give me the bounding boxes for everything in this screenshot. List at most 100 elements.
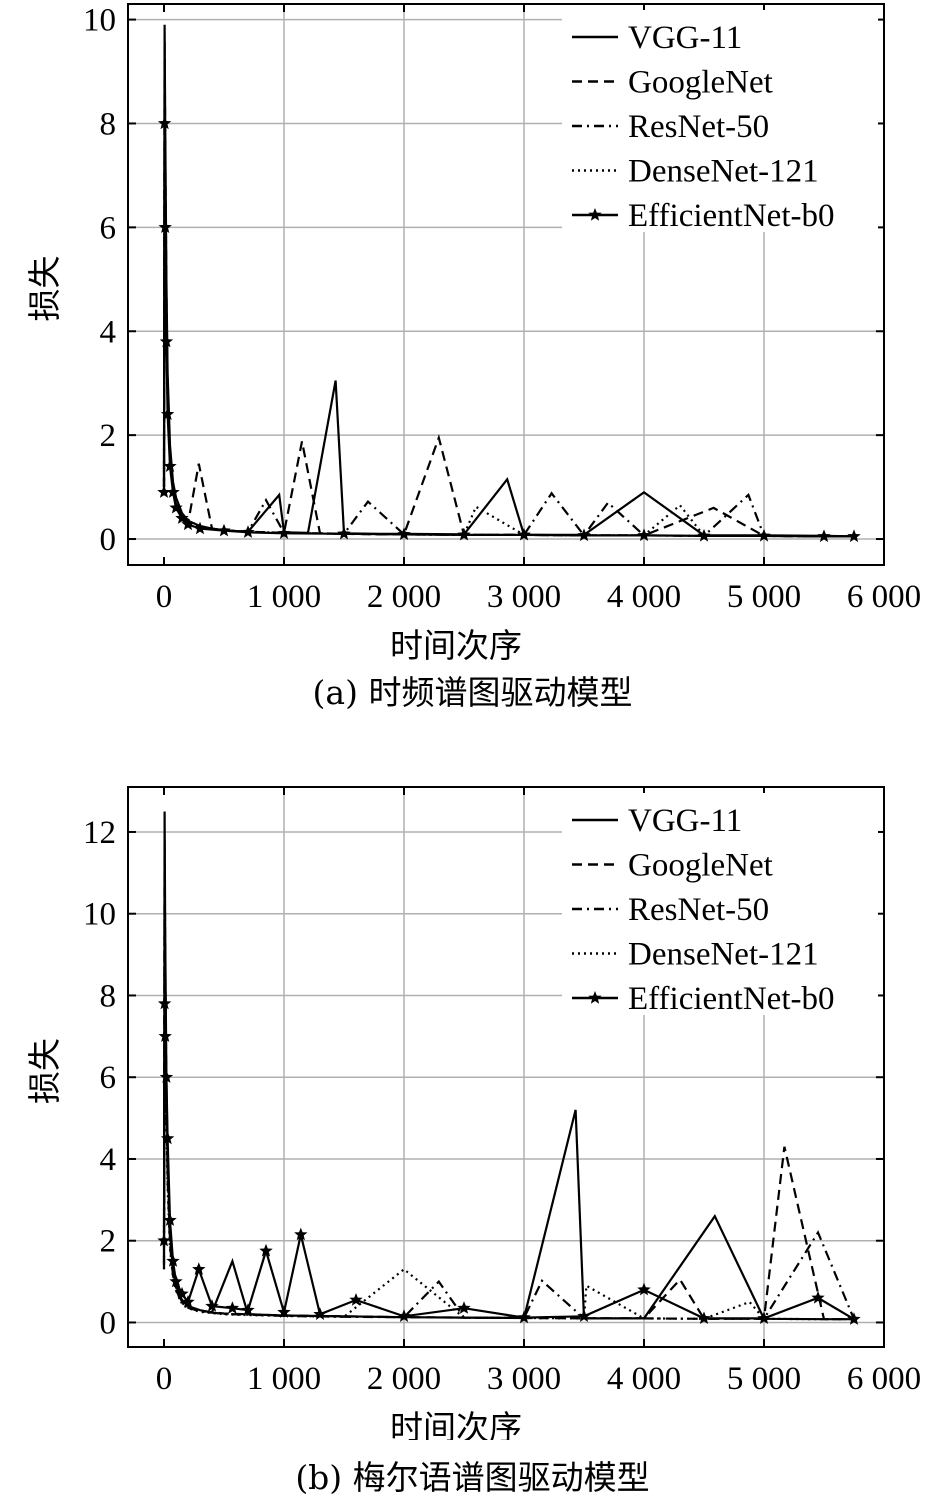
caption-a: (a) 时频谱图驱动模型 — [312, 673, 633, 712]
x-tick-label: 3 000 — [487, 579, 561, 615]
series-point-star — [277, 526, 291, 539]
caption-b: (b) 梅尔语谱图驱动模型 — [295, 1458, 650, 1497]
series-point-star — [847, 529, 861, 543]
series-point-star — [166, 485, 180, 498]
series-point-star — [517, 527, 531, 541]
x-tick-label: 5 000 — [727, 579, 801, 615]
series-point-star — [181, 1295, 195, 1308]
series-point-star — [577, 528, 591, 542]
y-tick-label: 0 — [100, 1305, 117, 1341]
legend-background — [562, 793, 878, 1015]
series-point-star — [169, 500, 183, 514]
series-point-star — [241, 525, 255, 538]
series-line-googlenet — [162, 840, 854, 1321]
y-tick-label: 0 — [100, 522, 117, 558]
series-point-star — [811, 1290, 825, 1304]
series-point-star — [175, 511, 189, 524]
y-tick-label: 12 — [83, 815, 116, 851]
series-point-star — [349, 1293, 363, 1306]
series-point-star — [163, 459, 177, 472]
series-point-star — [517, 1310, 531, 1324]
series-point-star — [205, 1299, 219, 1312]
series-point-star — [166, 1254, 180, 1267]
series-line-densenet-121 — [162, 893, 854, 1321]
x-tick-label: 0 — [156, 1361, 173, 1397]
series-point-star — [158, 220, 172, 233]
legend-background — [562, 10, 878, 232]
series-point-star — [181, 517, 195, 531]
series-point-star — [175, 1286, 189, 1300]
series-point-star — [697, 1311, 711, 1324]
series-point-star — [157, 116, 172, 130]
series-point-star — [163, 1213, 177, 1226]
series-point-star — [217, 523, 231, 537]
plot-frame — [127, 3, 885, 566]
y-tick-label: 6 — [100, 1060, 117, 1096]
series-point-star — [160, 1131, 175, 1145]
series-point-star — [159, 334, 174, 348]
legend-label: VGG-11 — [628, 803, 742, 839]
y-tick-label: 4 — [100, 314, 117, 350]
x-tick-label: 2 000 — [367, 1361, 441, 1397]
x-tick-label: 6 000 — [847, 1361, 921, 1397]
series-point-star — [337, 526, 351, 540]
series-point-star — [697, 528, 711, 542]
series-point-star — [577, 1309, 591, 1322]
series-point-star — [294, 1227, 308, 1241]
series-point-star — [160, 407, 175, 420]
y-tick-label: 8 — [100, 106, 117, 142]
series-point-star — [397, 527, 411, 540]
series-point-star — [757, 528, 771, 542]
x-tick-label: 2 000 — [367, 579, 441, 615]
x-tick-label: 3 000 — [487, 1361, 561, 1397]
legend-label: GoogleNet — [628, 65, 773, 101]
series-point-star — [241, 1303, 255, 1316]
x-tick-label: 1 000 — [247, 579, 321, 615]
series-point-star — [457, 1301, 471, 1314]
series-point-star — [637, 528, 651, 542]
x-tick-label: 1 000 — [247, 1361, 321, 1397]
series-point-star — [157, 485, 171, 498]
series-point-star — [817, 529, 831, 543]
legend-label: ResNet-50 — [628, 892, 769, 928]
y-tick-label: 4 — [100, 1142, 117, 1178]
series-point-star — [158, 1029, 172, 1042]
y-tick-label: 2 — [100, 1224, 117, 1260]
series-point-star — [192, 1262, 206, 1275]
y-axis-label: 损失 — [25, 256, 64, 322]
series-point-star — [159, 1070, 174, 1083]
legend-label: EfficientNet-b0 — [628, 198, 834, 234]
plot-frame — [127, 786, 885, 1348]
y-tick-label: 2 — [100, 418, 117, 454]
series-point-star — [313, 1307, 327, 1320]
legend-star-marker — [588, 991, 602, 1004]
series-point-star — [193, 521, 207, 535]
series-point-star — [397, 1309, 411, 1322]
legend-label: DenseNet-121 — [628, 154, 819, 190]
series-point-star — [169, 1274, 183, 1288]
chart-a: 0 1 000 2 000 3 000 4 000 5 000 6 000 0 2 4 6 8 10 时间… — [25, 3, 921, 660]
series-line-efficientnet-b0 — [162, 123, 854, 538]
y-tick-label: 10 — [83, 897, 116, 933]
series-point-star — [259, 1243, 273, 1257]
series-point-star — [757, 1311, 771, 1324]
y-tick-label: 8 — [100, 978, 117, 1014]
series-line-efficientnet-b0 — [162, 1003, 855, 1321]
series-point-star — [637, 1282, 651, 1296]
legend-label: ResNet-50 — [628, 109, 769, 145]
x-tick-label: 4 000 — [607, 1361, 681, 1397]
y-tick-label: 6 — [100, 210, 117, 246]
y-axis-label: 损失 — [25, 1038, 64, 1104]
x-tick-label: 4 000 — [607, 579, 681, 615]
x-axis-label: 时间次序 — [390, 626, 522, 660]
series-point-star — [847, 1312, 861, 1325]
series-point-star — [277, 1305, 291, 1318]
y-tick-label: 10 — [83, 3, 116, 39]
x-tick-label: 5 000 — [727, 1361, 801, 1397]
series-point-star — [157, 996, 172, 1010]
legend-star-marker — [588, 208, 602, 221]
series-point-star — [457, 527, 471, 541]
series-point-star — [225, 1301, 240, 1314]
chart-b: 0 1 000 2 000 3 000 4 000 5 000 6 000 0 2 4 6 8 10 12… — [25, 786, 921, 1440]
